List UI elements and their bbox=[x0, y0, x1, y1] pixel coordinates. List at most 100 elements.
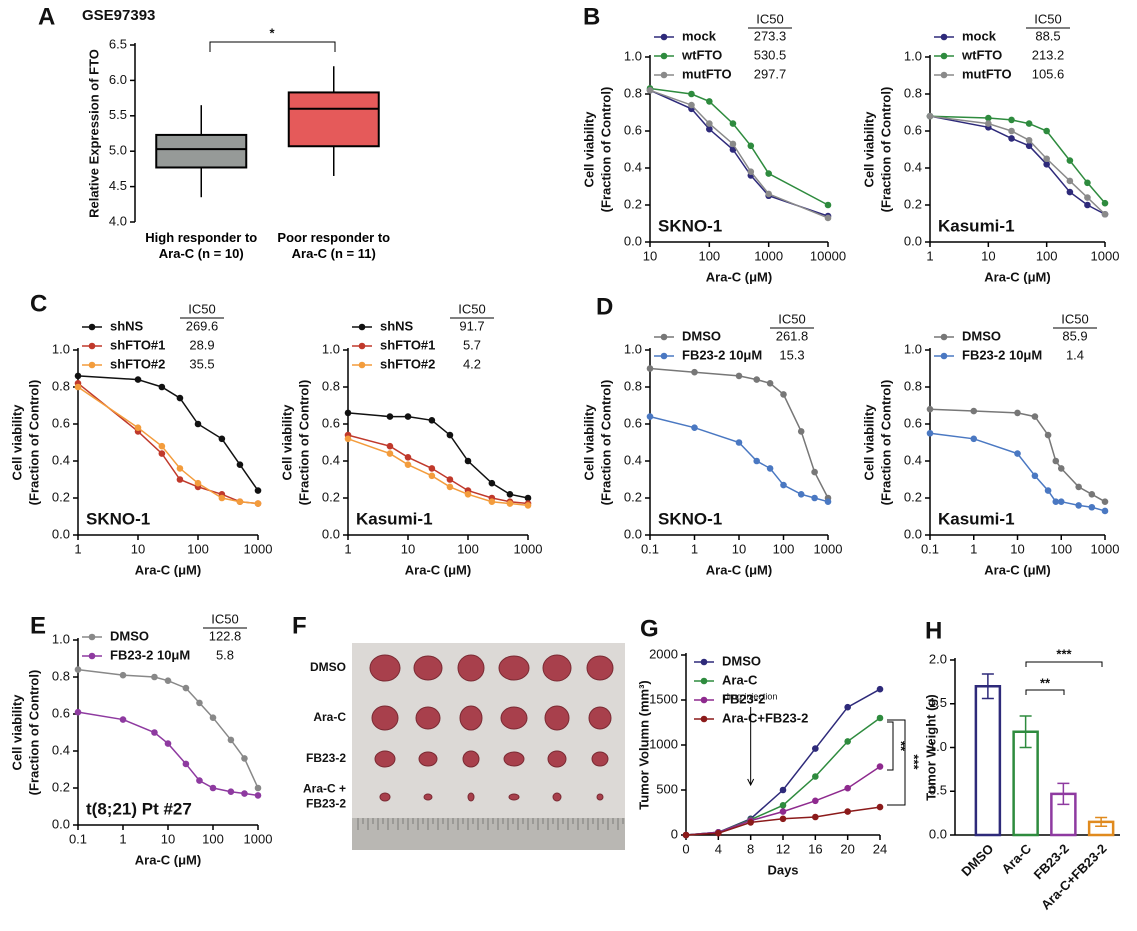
data-point bbox=[218, 494, 226, 502]
ic50-header: IC50 bbox=[458, 301, 485, 316]
data-point bbox=[1075, 483, 1082, 491]
data-point bbox=[1084, 194, 1091, 201]
y-tick-label: 0.8 bbox=[52, 668, 70, 683]
panel-letter: F bbox=[292, 612, 307, 639]
legend-marker bbox=[700, 677, 708, 685]
legend-label: wtFTO bbox=[961, 47, 1002, 62]
x-tick-label: 100 bbox=[1036, 248, 1058, 263]
y-tick-label: 0.6 bbox=[322, 415, 340, 430]
data-point bbox=[488, 498, 496, 506]
data-point bbox=[1075, 502, 1082, 509]
data-point bbox=[194, 479, 202, 487]
data-point bbox=[691, 368, 698, 376]
data-point bbox=[182, 760, 190, 768]
x-axis-label: Ara-C (μM) bbox=[135, 562, 201, 577]
series-line bbox=[649, 89, 829, 219]
x-axis-label: Ara-C (μM) bbox=[405, 562, 471, 577]
data-point bbox=[646, 413, 654, 420]
row-label: Ara-C bbox=[313, 710, 346, 724]
legend-label: FB23-2 10μM bbox=[962, 347, 1042, 362]
y-tick-label: 0.2 bbox=[52, 489, 70, 504]
tumor bbox=[547, 750, 567, 768]
data-point bbox=[747, 819, 754, 826]
ic50-value: 35.5 bbox=[189, 356, 214, 371]
legend-label: shFTO#2 bbox=[380, 356, 435, 371]
tumor bbox=[459, 705, 483, 731]
x-tick-label: 10 bbox=[401, 541, 415, 556]
y-axis-label: (Fraction of Control) bbox=[598, 380, 613, 506]
data-point bbox=[182, 684, 190, 692]
x-tick-label: 1000 bbox=[1091, 248, 1120, 263]
y-tick-label: 1.0 bbox=[322, 341, 340, 356]
data-point bbox=[446, 483, 454, 491]
bar bbox=[974, 685, 1002, 837]
y-axis-label: Cell viability bbox=[581, 111, 596, 188]
series-line bbox=[929, 408, 1106, 503]
legend-marker bbox=[88, 323, 96, 331]
x-tick-label: 10 bbox=[1010, 541, 1024, 556]
y-axis-label: Cell viability bbox=[581, 404, 596, 481]
legend-marker bbox=[88, 652, 96, 660]
significance-label: ** bbox=[1040, 675, 1051, 690]
y-tick-label: 1.0 bbox=[624, 48, 642, 63]
data-point bbox=[753, 457, 761, 465]
y-tick-label: 0.4 bbox=[904, 159, 922, 174]
ic50-value: 5.7 bbox=[463, 337, 481, 352]
legend-marker bbox=[660, 33, 668, 41]
data-point bbox=[119, 716, 127, 723]
series-line bbox=[649, 87, 829, 206]
x-tick-label: 1 bbox=[74, 541, 81, 556]
y-axis-label: Cell viability bbox=[9, 694, 24, 771]
legend-marker bbox=[700, 696, 708, 704]
data-point bbox=[386, 413, 394, 420]
data-point bbox=[753, 376, 761, 383]
data-point bbox=[844, 808, 851, 815]
x-tick-label: 12 bbox=[776, 841, 790, 856]
data-point bbox=[646, 87, 654, 94]
ruler bbox=[352, 818, 625, 850]
legend-marker bbox=[940, 52, 948, 60]
data-point bbox=[824, 201, 832, 209]
x-tick-label: 8 bbox=[747, 841, 754, 856]
ic50-header: IC50 bbox=[188, 301, 215, 316]
data-point bbox=[344, 435, 352, 443]
y-tick-label: 0.6 bbox=[904, 122, 922, 137]
legend-label: FB23-2 10μM bbox=[110, 647, 190, 662]
data-point bbox=[386, 442, 394, 450]
data-point bbox=[1043, 155, 1050, 163]
y-tick-label: 0.5 bbox=[929, 783, 947, 798]
y-tick-label: 0.4 bbox=[624, 452, 642, 467]
data-point bbox=[1101, 199, 1109, 207]
x-tick-label: 100 bbox=[1050, 541, 1072, 556]
x-tick-label: 0.1 bbox=[69, 831, 87, 846]
data-point bbox=[1066, 188, 1074, 196]
y-tick-label: 1500 bbox=[649, 691, 678, 706]
y-axis-label: (Fraction of Control) bbox=[26, 670, 41, 796]
box bbox=[155, 133, 248, 169]
x-tick-label: 1 bbox=[344, 541, 351, 556]
data-point bbox=[254, 500, 262, 507]
legend-label: shNS bbox=[110, 318, 144, 333]
data-point bbox=[218, 435, 226, 443]
significance-bracket bbox=[887, 719, 906, 806]
data-point bbox=[1084, 201, 1091, 209]
y-tick-label: 1.0 bbox=[904, 48, 922, 63]
data-point bbox=[970, 407, 978, 415]
y-tick-label: 1.0 bbox=[52, 341, 70, 356]
data-point bbox=[158, 383, 166, 391]
series-line bbox=[929, 432, 1106, 512]
data-point bbox=[779, 802, 787, 809]
y-tick-label: 5.5 bbox=[109, 107, 127, 122]
data-point bbox=[765, 190, 772, 198]
data-point bbox=[236, 461, 244, 469]
data-point bbox=[766, 465, 774, 472]
y-tick-label: 0.4 bbox=[52, 452, 70, 467]
data-point bbox=[735, 372, 743, 380]
data-point bbox=[254, 784, 262, 792]
data-point bbox=[194, 420, 202, 428]
data-point bbox=[236, 498, 244, 506]
x-tick-label: 10 bbox=[131, 541, 145, 556]
data-point bbox=[779, 786, 787, 794]
legend-marker bbox=[660, 52, 668, 60]
